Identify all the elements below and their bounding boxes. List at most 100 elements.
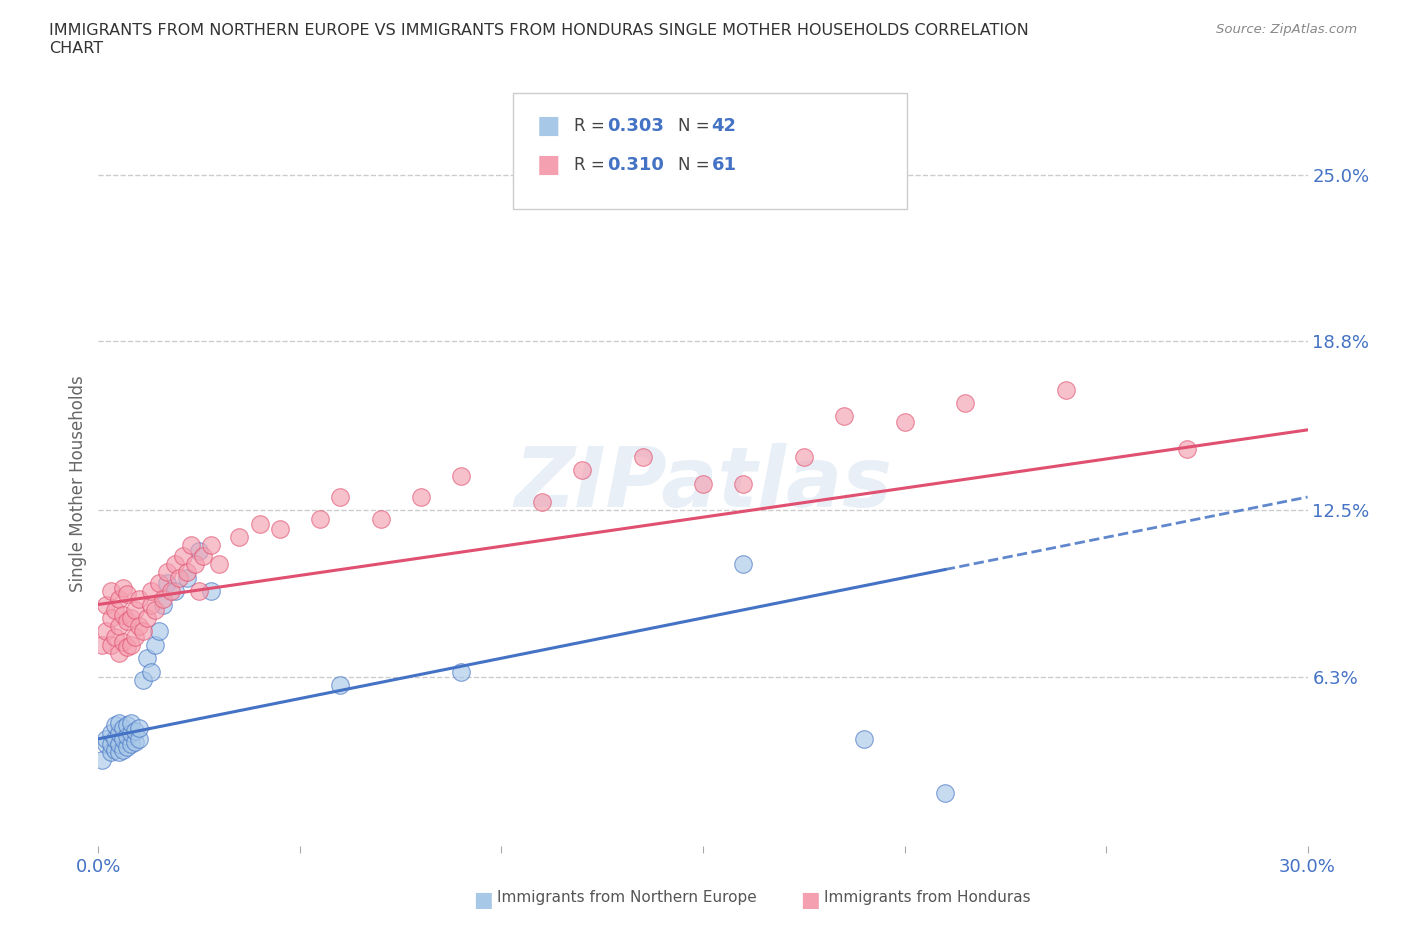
Point [100, 584, 122, 599]
Point [269, 522, 291, 537]
Point [409, 489, 432, 504]
Point [156, 565, 179, 579]
Point [115, 640, 138, 655]
Text: Source: ZipAtlas.com: Source: ZipAtlas.com [1216, 23, 1357, 36]
Point [692, 476, 714, 491]
Point [96, 737, 118, 751]
Point [176, 570, 198, 585]
Point [156, 576, 179, 591]
Point [100, 637, 122, 652]
Point [103, 718, 125, 733]
Text: R =: R = [574, 116, 610, 135]
Point [853, 731, 876, 746]
Point [184, 557, 207, 572]
Text: ■: ■ [800, 890, 820, 910]
Point [1054, 382, 1077, 397]
Point [571, 463, 593, 478]
Point [309, 512, 332, 526]
Point [107, 715, 129, 730]
Point [115, 729, 138, 744]
Point [152, 597, 174, 612]
Point [103, 731, 125, 746]
Point [1175, 441, 1198, 456]
Point [733, 476, 755, 491]
Point [128, 731, 150, 746]
Point [120, 637, 142, 652]
Point [200, 584, 222, 599]
Point [188, 584, 211, 599]
Point [953, 395, 976, 410]
Point [115, 739, 138, 754]
Point [793, 449, 815, 464]
Point [115, 586, 138, 601]
Point [111, 634, 134, 649]
Text: ZIPatlas: ZIPatlas [515, 443, 891, 525]
Text: 0.303: 0.303 [607, 116, 664, 135]
Point [180, 538, 202, 552]
Point [163, 557, 186, 572]
Point [148, 576, 170, 591]
Point [91, 637, 114, 652]
Point [128, 618, 150, 633]
Text: Immigrants from Honduras: Immigrants from Honduras [824, 890, 1031, 905]
Point [208, 557, 231, 572]
Point [96, 731, 118, 746]
Point [100, 726, 122, 741]
Point [167, 570, 190, 585]
Point [530, 495, 553, 510]
Point [200, 538, 222, 552]
Point [96, 597, 118, 612]
Point [111, 581, 134, 596]
Point [163, 584, 186, 599]
Point [103, 630, 125, 644]
Point [115, 718, 138, 733]
Point [188, 543, 211, 558]
Point [176, 565, 198, 579]
Point [124, 630, 146, 644]
Point [193, 549, 215, 564]
Point [124, 603, 146, 618]
Point [111, 731, 134, 746]
Point [124, 734, 146, 749]
Point [100, 745, 122, 760]
Point [120, 715, 142, 730]
Point [107, 618, 129, 633]
Point [120, 726, 142, 741]
Point [128, 721, 150, 736]
Point [103, 742, 125, 757]
Point [111, 742, 134, 757]
Point [139, 584, 162, 599]
Text: 0.310: 0.310 [607, 155, 664, 174]
Point [370, 512, 392, 526]
Text: N =: N = [678, 116, 714, 135]
Point [450, 468, 472, 483]
Point [143, 603, 166, 618]
Point [152, 591, 174, 606]
Text: N =: N = [678, 155, 714, 174]
Point [160, 584, 183, 599]
Point [107, 745, 129, 760]
Point [139, 597, 162, 612]
Point [135, 610, 157, 625]
Point [107, 645, 129, 660]
Text: Immigrants from Northern Europe: Immigrants from Northern Europe [498, 890, 758, 905]
Point [107, 726, 129, 741]
Y-axis label: Single Mother Households: Single Mother Households [69, 375, 87, 592]
Point [228, 530, 250, 545]
Point [832, 409, 855, 424]
Point [893, 415, 915, 430]
Point [139, 664, 162, 679]
Text: R =: R = [574, 155, 610, 174]
Text: 42: 42 [711, 116, 737, 135]
Point [107, 737, 129, 751]
Text: 61: 61 [711, 155, 737, 174]
Point [450, 664, 472, 679]
Point [934, 785, 956, 800]
Point [111, 721, 134, 736]
Point [100, 737, 122, 751]
Point [107, 591, 129, 606]
Point [329, 678, 352, 693]
Point [128, 591, 150, 606]
Point [100, 610, 122, 625]
Point [124, 724, 146, 738]
